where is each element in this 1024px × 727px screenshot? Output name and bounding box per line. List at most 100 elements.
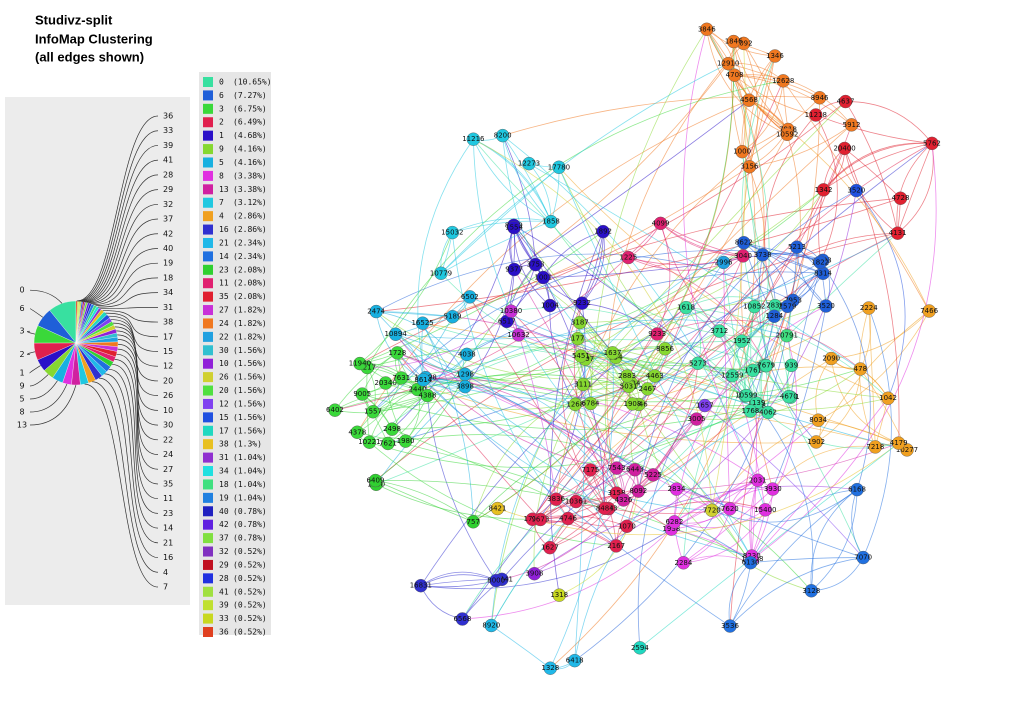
node (650, 327, 664, 341)
node (816, 183, 831, 197)
node (653, 216, 668, 231)
legend-cluster: 0 (219, 78, 224, 87)
legend-share: (1.82%) (233, 332, 267, 341)
edge (734, 74, 852, 126)
node-label: 939 (785, 361, 798, 369)
pie-leader (92, 262, 159, 305)
node-label: 6502 (461, 293, 479, 301)
node (549, 492, 563, 506)
legend-share: (0.52%) (233, 614, 267, 623)
node (853, 362, 868, 376)
pie-label: 12 (163, 362, 173, 371)
legend-cluster: 15 (219, 413, 229, 422)
node-label: 3712 (710, 327, 728, 335)
legend-swatch (203, 492, 213, 503)
edge (574, 412, 769, 661)
pie-label: 32 (163, 200, 173, 209)
node-label: 5273 (689, 359, 707, 367)
node (390, 346, 405, 360)
node-label: 10361 (565, 498, 587, 506)
node (353, 356, 367, 371)
legend-share: (0.52%) (233, 601, 267, 610)
node (812, 91, 827, 105)
node-label: 4670 (780, 393, 798, 401)
edge (395, 333, 629, 391)
edge (859, 307, 876, 448)
node-label: 1858 (542, 218, 560, 226)
node (463, 290, 477, 304)
node (725, 368, 739, 383)
node (705, 503, 719, 517)
edge (405, 389, 420, 442)
node-label: 8000 (487, 577, 505, 585)
node-label: 6282 (665, 518, 683, 526)
node (780, 127, 794, 141)
legend-cluster: 2 (219, 118, 224, 127)
pie-label: 15 (163, 347, 173, 356)
legend-swatch (203, 90, 213, 101)
edge (772, 445, 876, 490)
node (727, 68, 742, 82)
node (543, 540, 557, 555)
edge (366, 367, 370, 443)
pie-label: 0 (19, 286, 24, 295)
legend-share: (2.08%) (233, 279, 267, 288)
edge (772, 305, 827, 490)
edge (728, 562, 751, 627)
legend-swatch (203, 331, 213, 342)
node (761, 405, 775, 420)
edge (422, 323, 712, 511)
edge (469, 296, 908, 451)
legend-cluster: 13 (219, 185, 229, 194)
edge (540, 134, 788, 520)
node (648, 369, 662, 383)
node-label: 5762 (923, 139, 941, 147)
edge (367, 310, 512, 368)
node (743, 404, 758, 418)
legend-cluster: 42 (219, 520, 229, 529)
node (739, 388, 754, 403)
node-label: 4708 (726, 71, 744, 79)
node-label: 20791 (776, 332, 798, 340)
legend-cluster: 28 (219, 574, 229, 583)
pie-label: 18 (163, 273, 173, 282)
node (596, 224, 610, 239)
pie-label: 35 (163, 479, 173, 488)
node (881, 391, 895, 405)
pie-label: 17 (163, 332, 173, 341)
legend-cluster: 11 (219, 279, 229, 288)
node (691, 356, 705, 370)
legend-swatch (203, 77, 213, 87)
legend-share: (1.56%) (233, 413, 267, 422)
node-label: 2284 (675, 559, 693, 567)
legend-cluster: 30 (219, 346, 229, 355)
edge (845, 101, 933, 144)
edge (420, 585, 463, 620)
edge (750, 557, 864, 564)
edge (706, 29, 788, 135)
node-label: 6130 (742, 559, 760, 567)
edge (395, 232, 898, 340)
node-label: 1637 (604, 349, 622, 357)
edge (376, 311, 453, 318)
pie-leader (108, 315, 159, 352)
node-label: 1892 (594, 228, 612, 236)
pie-leader (29, 365, 41, 374)
pie-leader (83, 189, 159, 303)
edge (491, 625, 551, 669)
node (533, 512, 548, 527)
pie-leader (29, 384, 77, 426)
node-label: 3520 (847, 187, 865, 195)
node (605, 346, 620, 360)
node-label: 4463 (646, 372, 664, 380)
node-label: 3187 (571, 319, 589, 327)
edge (660, 223, 744, 257)
node-label: 11940 (349, 360, 371, 368)
node-label: 1768 (741, 407, 759, 415)
node (460, 347, 474, 362)
edge (574, 359, 586, 661)
legend-share: (0.52%) (233, 628, 267, 637)
node-label: 1980 (397, 437, 415, 445)
node (676, 556, 691, 570)
node-label: 1822 (811, 258, 829, 266)
